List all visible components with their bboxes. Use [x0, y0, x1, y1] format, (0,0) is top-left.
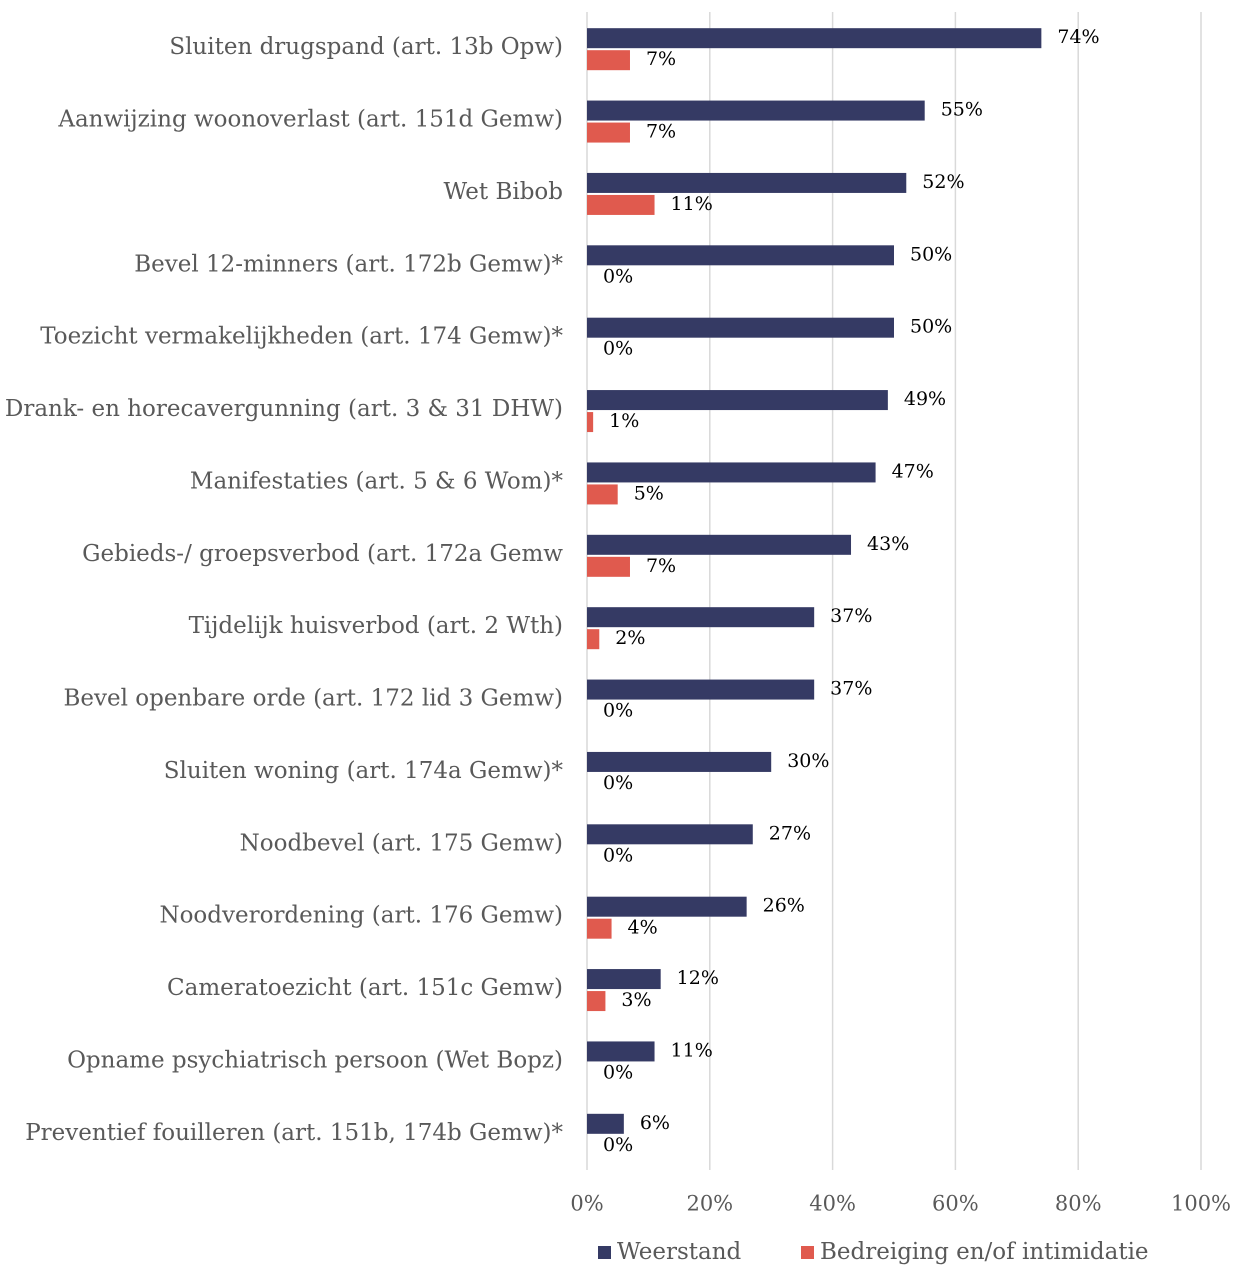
- bar: [587, 896, 747, 917]
- category-label: Wet Bibob: [444, 179, 563, 205]
- value-label: 12%: [677, 967, 719, 989]
- bar: [587, 607, 815, 628]
- value-label: 26%: [763, 895, 805, 917]
- value-label: 7%: [646, 48, 676, 70]
- x-tick-label: 80%: [1055, 1192, 1102, 1216]
- bar: [587, 172, 907, 193]
- bar: [587, 534, 852, 555]
- value-label: 0%: [603, 338, 633, 360]
- category-label: Aanwijzing woonoverlast (art. 151d Gemw): [57, 107, 563, 133]
- category-label: Opname psychiatrisch persoon (Wet Bopz): [67, 1047, 563, 1073]
- bar: [587, 484, 618, 505]
- value-label: 0%: [603, 265, 633, 287]
- value-label: 27%: [769, 822, 811, 844]
- category-label: Toezicht vermakelijkheden (art. 174 Gemw…: [40, 324, 563, 350]
- bar: [587, 824, 753, 845]
- bar: [587, 751, 772, 772]
- value-label: 55%: [941, 99, 983, 121]
- bar: [587, 556, 630, 577]
- bar: [587, 918, 612, 939]
- bar: [587, 194, 655, 215]
- x-tick-label: 100%: [1171, 1192, 1231, 1216]
- value-label: 47%: [892, 460, 934, 482]
- x-tick-label: 20%: [686, 1192, 733, 1216]
- category-label: Sluiten drugspand (art. 13b Opw): [169, 34, 563, 60]
- bar: [587, 245, 894, 266]
- value-label: 11%: [671, 1039, 713, 1061]
- bar: [587, 100, 925, 121]
- value-label: 11%: [671, 193, 713, 215]
- category-label: Sluiten woning (art. 174a Gemw)*: [164, 758, 564, 784]
- value-label: 6%: [640, 1112, 670, 1134]
- value-label: 7%: [646, 121, 676, 143]
- value-label: 74%: [1057, 26, 1099, 48]
- value-label: 3%: [621, 989, 651, 1011]
- value-label: 0%: [603, 700, 633, 722]
- x-tick-label: 0%: [570, 1192, 603, 1216]
- value-label: 49%: [904, 388, 946, 410]
- bar: [587, 1041, 655, 1062]
- value-label: 4%: [628, 917, 658, 939]
- value-label: 37%: [830, 678, 872, 700]
- bar: [587, 629, 600, 650]
- bar: [587, 28, 1042, 49]
- legend-label: Weerstand: [617, 1239, 742, 1265]
- legend-label: Bedreiging en/of intimidatie: [820, 1239, 1149, 1265]
- value-label: 1%: [609, 410, 639, 432]
- bar: [587, 412, 594, 433]
- category-label: Manifestaties (art. 5 & 6 Wom)*: [190, 468, 564, 494]
- value-label: 30%: [787, 750, 829, 772]
- legend-swatch: [598, 1246, 611, 1259]
- value-label: 50%: [910, 243, 952, 265]
- value-label: 50%: [910, 316, 952, 338]
- bar: [587, 390, 888, 411]
- category-label: Cameratoezicht (art. 151c Gemw): [167, 975, 563, 1001]
- value-label: 0%: [603, 844, 633, 866]
- category-label: Bevel openbare orde (art. 172 lid 3 Gemw…: [63, 686, 563, 712]
- bar: [587, 1113, 624, 1134]
- category-label: Drank- en horecavergunning (art. 3 & 31 …: [5, 396, 563, 422]
- category-label: Noodbevel (art. 175 Gemw): [240, 830, 563, 856]
- value-label: 7%: [646, 555, 676, 577]
- category-label: Noodverordening (art. 176 Gemw): [159, 903, 563, 929]
- x-tick-label: 60%: [932, 1192, 979, 1216]
- x-tick-label: 40%: [809, 1192, 856, 1216]
- bar: [587, 969, 661, 990]
- category-label: Preventief fouilleren (art. 151b, 174b G…: [25, 1120, 563, 1146]
- bar: [587, 679, 815, 700]
- value-label: 43%: [867, 533, 909, 555]
- legend-swatch: [801, 1246, 814, 1259]
- category-label: Gebieds-/ groepsverbod (art. 172a Gemw: [82, 541, 563, 567]
- value-label: 52%: [922, 171, 964, 193]
- value-label: 0%: [603, 772, 633, 794]
- category-label: Bevel 12-minners (art. 172b Gemw)*: [134, 251, 563, 277]
- value-label: 37%: [830, 605, 872, 627]
- bar: [587, 50, 630, 71]
- bar: [587, 122, 630, 143]
- category-label: Tijdelijk huisverbod (art. 2 Wth): [189, 613, 563, 639]
- value-label: 0%: [603, 1061, 633, 1083]
- value-label: 5%: [634, 482, 664, 504]
- value-label: 2%: [615, 627, 645, 649]
- bar: [587, 991, 606, 1012]
- bar: [587, 462, 876, 483]
- bar: [587, 317, 894, 338]
- value-label: 0%: [603, 1134, 633, 1156]
